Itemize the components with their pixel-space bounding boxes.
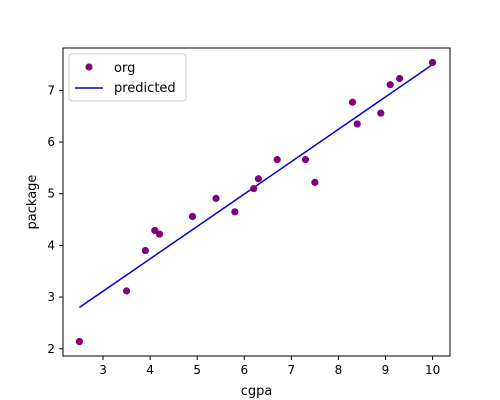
legend-label-predicted: predicted xyxy=(114,81,176,96)
data-point-4 xyxy=(155,230,164,238)
y-tick-label: 2 xyxy=(47,342,55,356)
x-axis-title: cgpa xyxy=(241,384,273,399)
data-point-12 xyxy=(311,178,319,186)
data-point-6 xyxy=(212,194,220,202)
plot-frame xyxy=(62,47,451,357)
axis-layer: 3 4 5 6 7 8 9 10 2 3 4 5 6 7 xyxy=(47,83,440,377)
y-tick-label: 4 xyxy=(47,238,55,252)
y-tick-label: 3 xyxy=(47,290,55,304)
y-tick-label: 7 xyxy=(47,83,55,97)
y-tick-label: 5 xyxy=(47,187,55,201)
x-tick-label: 3 xyxy=(99,363,107,377)
data-point-2 xyxy=(141,246,149,255)
legend: org predicted xyxy=(68,53,187,102)
x-tick-label: 7 xyxy=(288,363,296,377)
data-point-14 xyxy=(353,120,361,128)
x-tick-label: 8 xyxy=(335,363,343,377)
data-point-18 xyxy=(428,58,437,67)
data-point-10 xyxy=(273,156,281,164)
x-tick-label: 6 xyxy=(240,363,248,377)
x-tick-label: 9 xyxy=(382,363,390,377)
data-point-1 xyxy=(122,287,131,295)
data-point-0 xyxy=(75,337,84,346)
x-tick-label: 4 xyxy=(146,363,154,377)
data-point-15 xyxy=(377,109,385,117)
data-point-16 xyxy=(386,81,394,89)
data-point-17 xyxy=(396,74,404,83)
y-axis-title: package xyxy=(25,175,40,230)
legend-marker-org xyxy=(85,63,93,71)
data-point-5 xyxy=(188,212,197,221)
legend-label-org: org xyxy=(114,61,135,76)
data-point-11 xyxy=(301,156,310,164)
data-point-13 xyxy=(348,98,357,106)
y-tick-label: 6 xyxy=(47,135,55,149)
data-point-8 xyxy=(250,184,258,193)
x-tick-label: 5 xyxy=(193,363,201,377)
data-point-9 xyxy=(254,175,262,183)
plot-layer xyxy=(75,58,437,346)
data-point-7 xyxy=(231,208,239,216)
legend-box xyxy=(68,53,187,102)
x-tick-label: 10 xyxy=(425,363,440,377)
